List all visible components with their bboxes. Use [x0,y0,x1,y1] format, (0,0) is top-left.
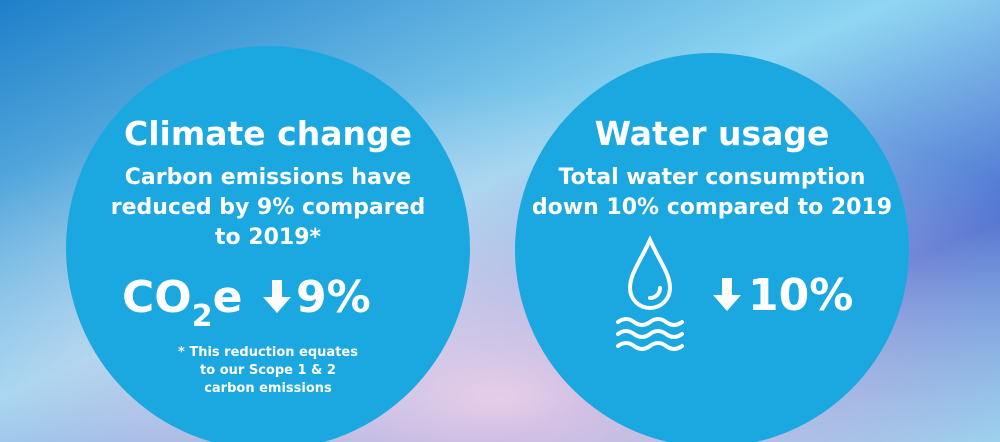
card-description: Carbon emissions have [125,165,411,190]
footnote: * This reduction equates [178,345,358,360]
card-title: Water usage [595,114,830,153]
card-description: reduced by 9% compared [111,195,426,220]
card-description: Total water consumption [559,165,866,190]
card-description: to 2019* [215,225,322,250]
down-arrow-icon [263,280,291,313]
card-title: Climate change [124,114,412,153]
card-description: down 10% compared to 2019 [532,195,892,220]
climate-circle [66,46,470,442]
metric-value: 10% [748,270,853,321]
metric-value: 9% [296,272,371,323]
footnote: carbon emissions [204,381,332,396]
unit-suffix: e [213,272,243,323]
water-circle [515,53,909,442]
metric-unit: CO2e [122,272,242,334]
unit-subscript: 2 [192,299,213,334]
down-arrow-icon [713,278,741,311]
unit-base: CO [122,272,192,323]
water-icon [616,235,684,351]
footnote: to our Scope 1 & 2 [200,363,336,378]
